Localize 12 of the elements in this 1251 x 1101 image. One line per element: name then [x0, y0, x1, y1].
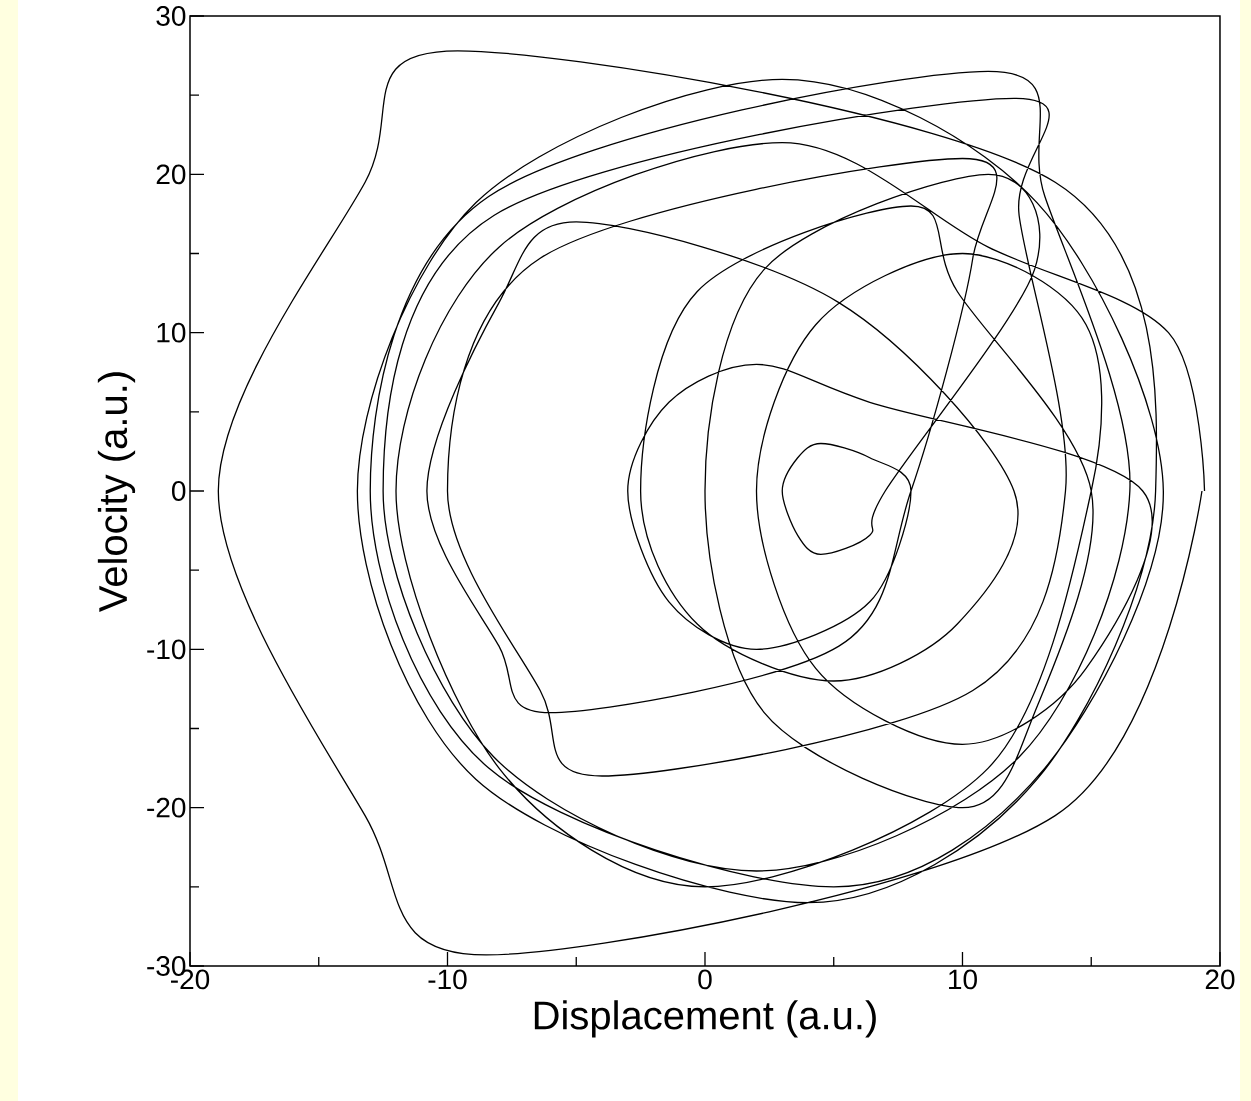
x-tick-label: 0 [698, 969, 712, 990]
y-tick-label: -10 [147, 639, 186, 660]
x-axis-title: Displacement (a.u.) [534, 1000, 876, 1038]
y-tick-label: -20 [147, 797, 186, 818]
x-tick-label: -10 [428, 969, 467, 990]
y-tick-label: 10 [157, 322, 186, 343]
y-tick-label: 0 [171, 481, 186, 501]
x-tick-label: 10 [949, 969, 977, 990]
y-tick-label: 30 [156, 6, 186, 26]
y-axis-title: Velocity (a.u.) [97, 372, 136, 612]
x-tick-label: 20 [1205, 969, 1235, 990]
y-tick-label: 20 [156, 164, 186, 185]
